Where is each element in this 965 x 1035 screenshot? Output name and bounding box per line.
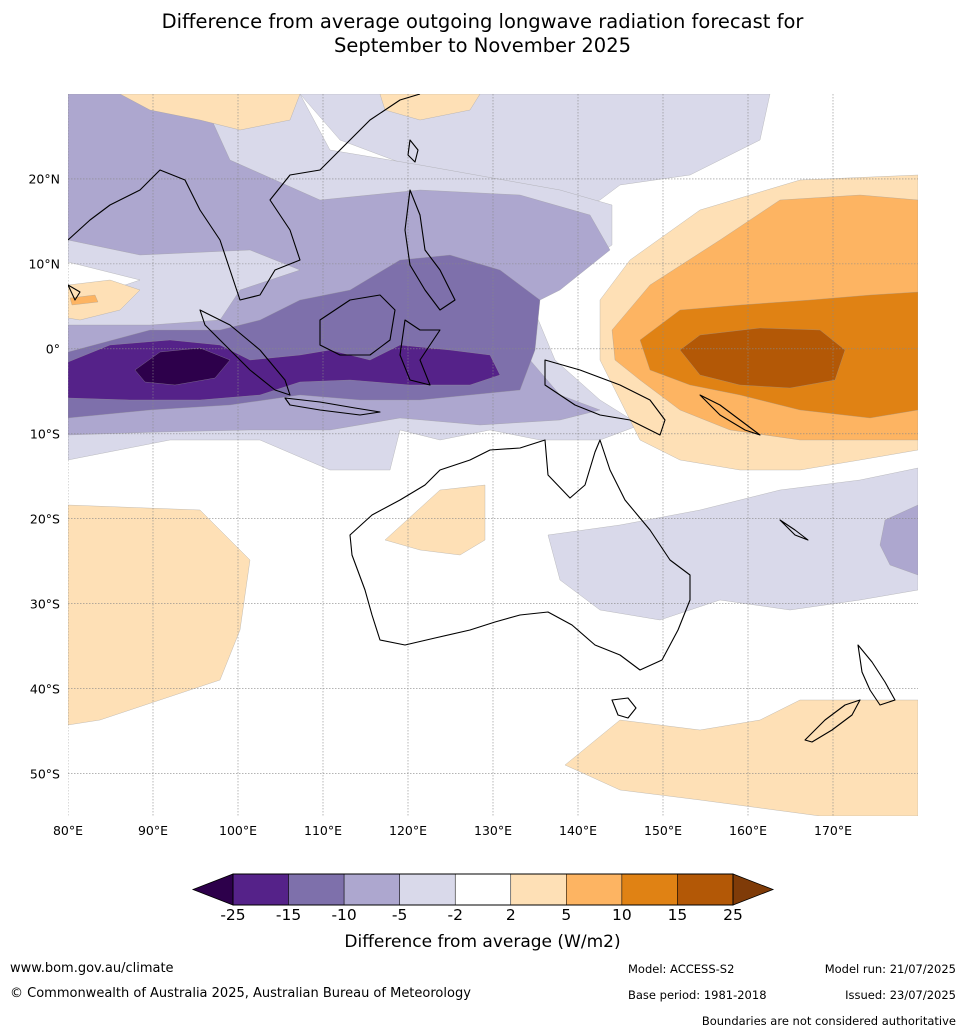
colorbar-segment [510,873,567,906]
coastline-new-caledonia [779,519,809,541]
neg-anomaly-2-east-australia [547,467,918,621]
colorbar-segment [454,873,512,906]
latitude-label: 50°S [29,766,60,782]
graticule [68,94,918,816]
longitude-label: 110°E [303,823,343,838]
pos-anomaly-2-northwest-australia [384,484,486,556]
colorbar-over-arrow [732,873,775,906]
colorbar-segment [677,873,734,906]
pos-anomaly-2-southern-ocean [564,699,918,816]
pos-anomaly-15-pacific [679,327,846,389]
pos-anomaly-2-philippine-sea [379,94,481,121]
coastline-borneo [319,294,396,356]
latitude-label: 30°S [29,596,60,612]
title-line-1: Difference from average outgoing longwav… [161,10,804,33]
colorbar-tick-label: -5 [391,906,408,924]
latitude-label: 20°S [29,511,60,527]
pos-anomaly-2-south-indian [68,504,251,726]
coastline-solomon-islands [699,394,761,436]
longitude-label: 160°E [728,823,768,838]
colorbar-title: Difference from average (W/m2) [344,932,621,952]
coastline-philippines [404,189,456,311]
longitude-label: 120°E [388,823,428,838]
coastlines [68,94,896,743]
colorbar-tick-label: 25 [723,906,743,924]
coastline-sulawesi [399,319,441,386]
colorbar-segment [621,873,678,906]
coastline-sumatra [199,309,291,396]
map-title: Difference from average outgoing longwav… [0,10,965,58]
title-line-2: September to November 2025 [333,34,632,57]
copyright-notice: © Commonwealth of Australia 2025, Austra… [10,986,471,1001]
longitude-label: 80°E [52,823,84,838]
longitude-label: 170°E [813,823,853,838]
colorbar-tick-label: -15 [275,906,302,924]
longitude-label: 90°E [137,823,169,838]
colorbar-segment [399,873,456,906]
coastline-new-guinea [544,359,666,436]
latitude-label: 40°S [29,681,60,697]
model-run-date: Model run: 21/07/2025 [824,962,956,976]
coastline-new-zealand-north [857,644,896,706]
coastline-tasmania [611,697,637,719]
colorbar-segment [288,873,345,906]
colorbar-under-arrow [191,873,234,906]
pos-anomaly-2-west-indian [68,279,141,321]
boundaries-disclaimer: Boundaries are not considered authoritat… [701,1014,956,1028]
latitude-label: 10°N [28,256,60,272]
coastline-sri-lanka [68,284,81,301]
colorbar-tick-label: 15 [667,906,688,924]
latitude-label: 10°S [29,426,60,442]
latitude-label: 20°N [28,171,60,187]
colorbar-tick-label: -10 [331,906,357,924]
coastline-taiwan [407,139,419,163]
longitude-label: 130°E [473,823,513,838]
colorbar-tick-label: -2 [447,906,463,924]
coastline-asia-mainland [68,94,421,301]
website-link[interactable]: www.bom.gov.au/climate [10,961,174,976]
base-period: Base period: 1981-2018 [628,988,767,1002]
pos-anomaly-2-china [119,94,301,131]
anomaly-fields [68,94,918,816]
longitude-label: 140°E [558,823,598,838]
colorbar-segment [232,873,289,906]
colorbar-outline [232,873,734,906]
colorbar-segment [343,873,400,906]
colorbar-tick-label: -25 [220,906,246,924]
model-name: Model: ACCESS-S2 [628,962,735,976]
coastline-java [284,397,381,416]
latitude-label: 0° [45,341,60,357]
colorbar-segment [566,873,623,906]
neg-anomaly-5-tasman [879,504,918,576]
colorbar-tick-label: 10 [612,906,632,924]
coastline-new-zealand-south [804,699,861,743]
coastline-australia [349,439,691,671]
colorbar-tick-label: 5 [561,906,572,924]
longitude-label: 100°E [218,823,258,838]
issued-date: Issued: 23/07/2025 [845,988,956,1002]
longitude-label: 150°E [643,823,683,838]
neg-anomaly-25 [134,347,231,386]
colorbar-tick-label: 2 [505,906,516,924]
